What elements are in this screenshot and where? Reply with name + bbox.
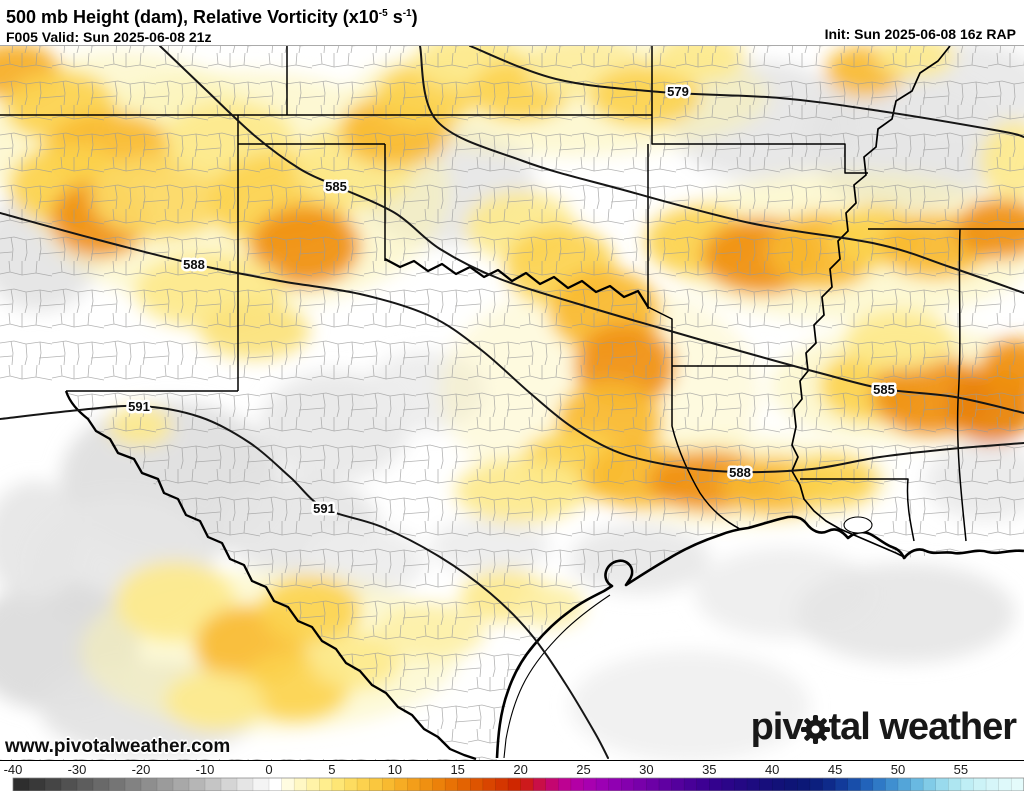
svg-text:10: 10: [388, 762, 402, 777]
svg-text:45: 45: [828, 762, 842, 777]
coastline: [495, 515, 1024, 759]
svg-text:585: 585: [873, 382, 895, 397]
header-left: 500 mb Height (dam), Relative Vorticity …: [6, 3, 418, 46]
svg-text:591: 591: [313, 501, 335, 516]
mississippi-river: [791, 46, 951, 559]
svg-text:30: 30: [639, 762, 653, 777]
svg-text:40: 40: [765, 762, 779, 777]
barrier-islands: [503, 594, 611, 759]
state-borders: [0, 46, 1024, 542]
svg-text:-40: -40: [4, 762, 23, 777]
header: 500 mb Height (dam), Relative Vorticity …: [0, 0, 1024, 45]
init-time-label: Init: Sun 2025-06-08 16z RAP: [824, 26, 1016, 42]
svg-text:588: 588: [729, 465, 751, 480]
county-boundaries: [0, 46, 1024, 761]
weather-map: 579 585 588 591 591 585 588: [0, 45, 1024, 761]
svg-text:25: 25: [576, 762, 590, 777]
svg-text:591: 591: [128, 399, 150, 414]
title-exponent-2: -1: [402, 8, 412, 19]
title-text: 500 mb Height (dam), Relative Vorticity …: [6, 7, 379, 27]
title-exponent: -5: [378, 8, 388, 19]
svg-text:50: 50: [891, 762, 905, 777]
logo-text-left: piv: [750, 706, 804, 748]
svg-text:35: 35: [702, 762, 716, 777]
svg-text:585: 585: [325, 179, 347, 194]
title-close: ): [411, 7, 418, 27]
svg-text:20: 20: [513, 762, 527, 777]
svg-text:55: 55: [954, 762, 968, 777]
contour-labels: 579 585 588 591 591 585 588: [126, 82, 898, 519]
title-units: s: [387, 7, 403, 27]
watermark-url: www.pivotalweather.com: [5, 736, 231, 757]
map-title: 500 mb Height (dam), Relative Vorticity …: [6, 3, 418, 28]
svg-text:-20: -20: [132, 762, 151, 777]
height-contours: [0, 46, 1024, 759]
svg-text:-30: -30: [68, 762, 87, 777]
colorbar-canvas: -40 -30 -20 -10 0 5 10 15 20 25 30 35 40 45 50 55: [4, 762, 1024, 792]
svg-text:15: 15: [450, 762, 464, 777]
lake-pontchartrain: [843, 516, 873, 534]
gear-icon: [801, 715, 831, 744]
svg-text:0: 0: [265, 762, 272, 777]
river-borders: [64, 46, 951, 761]
svg-text:5: 5: [328, 762, 335, 777]
svg-text:579: 579: [667, 84, 689, 99]
valid-time-label: F005 Valid: Sun 2025-06-08 21z: [6, 29, 212, 45]
red-river: [384, 257, 649, 308]
svg-text:588: 588: [183, 257, 205, 272]
rio-grande: [64, 390, 477, 761]
map-canvas: 579 585 588 591 591 585 588: [0, 46, 1024, 761]
colorbar-legend: -40 -30 -20 -10 0 5 10 15 20 25 30 35 40 45 50 55: [0, 760, 1024, 792]
svg-text:-10: -10: [196, 762, 215, 777]
pivotal-weather-logo: piv tal weather: [750, 706, 1017, 749]
logo-text-right: tal weather: [828, 706, 1017, 748]
